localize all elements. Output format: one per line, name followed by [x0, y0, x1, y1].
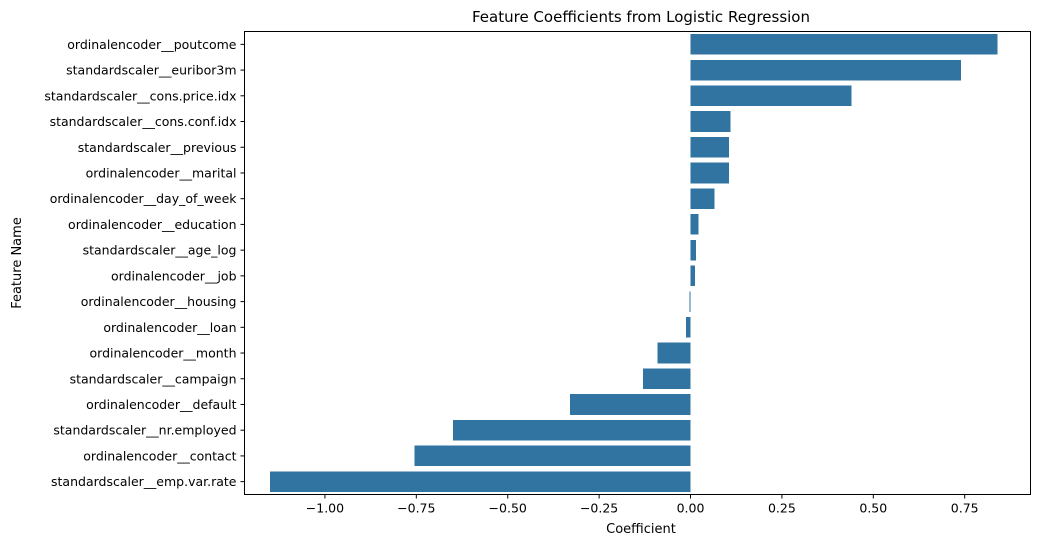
- y-tick-label: standardscaler__nr.employed: [53, 423, 236, 438]
- y-tick-label: standardscaler__campaign: [70, 371, 237, 386]
- y-tick-label: ordinalencoder__loan: [103, 320, 236, 335]
- y-tick-label: ordinalencoder__housing: [81, 294, 237, 309]
- y-tick-label: standardscaler__euribor3m: [66, 63, 236, 78]
- chart-title: Feature Coefficients from Logistic Regre…: [472, 8, 810, 26]
- y-tick-label: standardscaler__cons.price.idx: [44, 88, 236, 103]
- bar-ordinalencoder__default: [569, 394, 691, 415]
- bar-standardscaler__nr.employed: [452, 419, 691, 441]
- bar-standardscaler__campaign: [642, 368, 691, 390]
- x-tick-label: 0.25: [768, 501, 796, 516]
- plot-frame: [244, 31, 1031, 495]
- bar-standardscaler__euribor3m: [690, 59, 962, 81]
- y-tick-label: ordinalencoder__month: [90, 346, 237, 361]
- bar-ordinalencoder__contact: [414, 445, 691, 467]
- y-tick-label: standardscaler__cons.conf.idx: [50, 114, 237, 129]
- y-axis-label: Feature Name: [10, 217, 25, 309]
- x-tick-label: 0.00: [677, 501, 705, 516]
- x-axis-label: Coefficient: [606, 522, 676, 537]
- bar-standardscaler__previous: [690, 136, 729, 158]
- bar-standardscaler__cons.conf.idx: [690, 111, 731, 132]
- x-tick-label: 0.75: [951, 501, 979, 516]
- bar-ordinalencoder__month: [657, 342, 691, 364]
- category-labels: ordinalencoder__poutcome standardscaler__…: [44, 37, 245, 489]
- x-tick-label: 0.50: [859, 501, 887, 516]
- bar-ordinalencoder__housing: [689, 291, 691, 312]
- bar-standardscaler__emp.var.rate: [270, 471, 691, 492]
- bar-ordinalencoder__loan: [686, 317, 691, 338]
- x-tick-label: −1.00: [306, 501, 344, 516]
- x-ticks: −1.00 −0.75 −0.50 −0.25 0.00 0.25 0.50 0.75: [306, 494, 979, 516]
- bar-standardscaler__cons.price.idx: [690, 85, 852, 107]
- y-tick-label: ordinalencoder__job: [111, 268, 237, 283]
- bar-ordinalencoder__job: [690, 265, 695, 287]
- bar-ordinalencoder__marital: [690, 162, 729, 184]
- y-tick-label: standardscaler__previous: [78, 140, 237, 155]
- bar-ordinalencoder__poutcome: [690, 34, 998, 55]
- bar-ordinalencoder__day_of_week: [690, 188, 715, 209]
- y-tick-label: ordinalencoder__poutcome: [67, 37, 237, 52]
- y-tick-label: ordinalencoder__contact: [83, 448, 236, 463]
- x-tick-label: −0.25: [580, 501, 618, 516]
- y-tick-label: ordinalencoder__marital: [86, 165, 237, 180]
- bars-group: [270, 34, 998, 492]
- y-tick-label: ordinalencoder__default: [86, 397, 237, 412]
- y-tick-label: standardscaler__age_log: [83, 243, 237, 258]
- y-tick-label: ordinalencoder__education: [68, 217, 236, 232]
- bar-standardscaler__age_log: [690, 239, 696, 261]
- y-tick-label: ordinalencoder__day_of_week: [50, 191, 238, 206]
- bar-ordinalencoder__education: [690, 214, 699, 235]
- x-tick-label: −0.50: [489, 501, 527, 516]
- y-tick-label: standardscaler__emp.var.rate: [51, 474, 237, 489]
- x-tick-label: −0.75: [397, 501, 435, 516]
